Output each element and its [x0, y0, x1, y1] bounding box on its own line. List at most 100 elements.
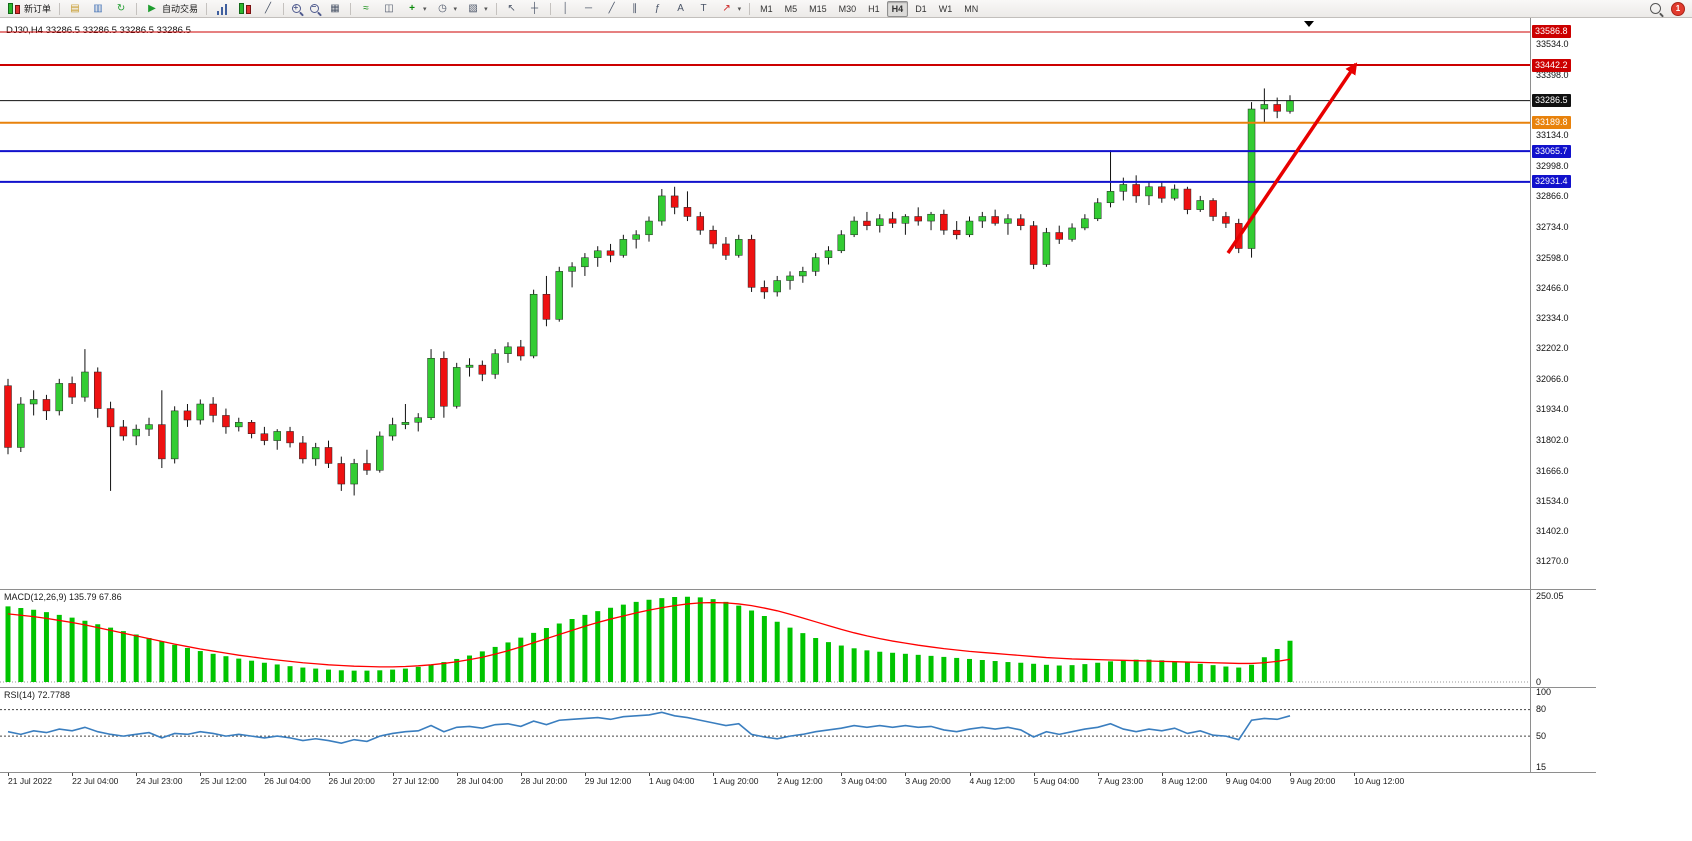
time-tick	[456, 773, 458, 776]
toolbar-separator	[495, 2, 497, 15]
shift-marker	[1304, 21, 1314, 27]
time-label: 3 Aug 20:00	[905, 776, 951, 786]
price-tick-label: 33534.0	[1536, 38, 1569, 49]
toolbar-separator	[136, 2, 138, 15]
market-watch-button[interactable]: ▤	[64, 0, 86, 17]
timeframe-button-h1[interactable]: H1	[868, 3, 880, 14]
chevron-down-icon: ▾	[453, 5, 458, 13]
cursor-button[interactable]: ↖	[501, 0, 523, 17]
refresh-button[interactable]: ↻	[110, 0, 132, 17]
indicator-windows-button[interactable]: ◫	[378, 0, 400, 17]
fibonacci-button[interactable]: ƒ	[647, 0, 669, 17]
line-chart-button[interactable]: ╱	[257, 0, 279, 17]
price-level-badge: 33189.8	[1532, 116, 1571, 130]
templates-icon: ▧	[468, 2, 478, 14]
time-label: 21 Jul 2022	[8, 776, 52, 786]
price-level-badge: 32931.4	[1532, 175, 1571, 189]
cursor-icon: ↖	[507, 2, 516, 14]
rsi-axis-label: 80	[1536, 704, 1547, 715]
time-tick	[392, 773, 394, 776]
vertical-line-button[interactable]: │	[555, 0, 577, 17]
panel-divider[interactable]	[0, 687, 1596, 688]
timeframe-button-w1[interactable]: W1	[938, 3, 953, 14]
indicators-icon: ≈	[363, 2, 369, 14]
notification-badge[interactable]: 1	[1671, 1, 1685, 16]
timeframe-button-d1[interactable]: D1	[915, 3, 927, 14]
price-tick-label: 32598.0	[1536, 252, 1569, 263]
time-label: 1 Aug 04:00	[649, 776, 695, 786]
zoom-in-button[interactable]	[288, 0, 305, 17]
new-order-button[interactable]: 新订单	[3, 0, 55, 17]
time-tick	[1354, 773, 1356, 776]
time-tick	[8, 773, 9, 776]
time-tick	[713, 773, 715, 776]
toolbar-separator	[350, 2, 352, 15]
indicator-windows-icon: ◫	[384, 2, 394, 14]
chevron-down-icon: ▾	[737, 5, 742, 13]
data-window-button[interactable]: ▥	[87, 0, 109, 17]
chevron-down-icon: ▾	[484, 5, 488, 13]
time-tick	[1033, 773, 1035, 776]
crosshair-button[interactable]: ┼	[524, 0, 546, 17]
text-button[interactable]: A	[670, 0, 692, 17]
toolbar-right-group: 1	[1646, 0, 1689, 17]
price-level-badge: 33065.7	[1532, 144, 1571, 158]
time-tick	[584, 773, 586, 776]
price-level-badge: 33442.2	[1532, 58, 1571, 72]
text-label-icon: T	[700, 2, 707, 14]
time-tick	[200, 773, 202, 776]
time-tick	[328, 773, 330, 776]
templates-dropdown[interactable]: ▧ ▾	[462, 0, 492, 17]
time-axis[interactable]: 21 Jul 2022 22 Jul 04:00 24 Jul 23:00 25 Ju…	[0, 773, 1530, 787]
rsi-panel[interactable]	[0, 688, 1530, 772]
market-watch-icon: ▤	[70, 2, 80, 14]
timeframe-button-mn[interactable]: MN	[964, 3, 979, 14]
time-label: 24 Jul 23:00	[136, 776, 183, 786]
indicators-button[interactable]: ≈	[355, 0, 377, 17]
macd-panel[interactable]	[0, 590, 1530, 687]
timeframe-button-m15[interactable]: M15	[809, 3, 827, 14]
price-tick-label: 31270.0	[1536, 556, 1569, 567]
new-order-icon	[7, 2, 21, 15]
price-tick-label: 32998.0	[1536, 161, 1569, 172]
candlestick-chart-button[interactable]	[234, 0, 256, 17]
channel-button[interactable]: ∥	[624, 0, 646, 17]
main-chart[interactable]	[0, 18, 1530, 589]
time-label: 26 Jul 04:00	[264, 776, 311, 786]
time-label: 28 Jul 04:00	[456, 776, 504, 786]
bar-chart-button[interactable]	[211, 0, 233, 17]
periods-dropdown[interactable]: ◷ ▾	[432, 0, 462, 17]
text-label-button[interactable]: T	[693, 0, 715, 17]
trendline-icon: ╱	[608, 2, 615, 14]
timeframe-button-m30[interactable]: M30	[838, 3, 857, 14]
rsi-axis-label: 100	[1536, 686, 1552, 697]
tile-windows-button[interactable]: ▦	[324, 0, 346, 17]
price-tick-label: 32866.0	[1536, 191, 1569, 202]
time-label: 1 Aug 20:00	[713, 776, 759, 786]
horizontal-line-icon: ─	[585, 2, 593, 14]
time-label: 29 Jul 12:00	[584, 776, 632, 786]
price-tick-label: 32334.0	[1536, 312, 1569, 323]
add-indicator-dropdown[interactable]: + ▾	[401, 0, 431, 17]
horizontal-line-button[interactable]: ─	[578, 0, 600, 17]
timeframe-button-m5[interactable]: M5	[784, 3, 798, 14]
price-axis[interactable]: 33534.0 33398.0 33134.0 32998.0 32866.0 32734…	[1531, 0, 1601, 841]
search-button[interactable]	[1646, 0, 1665, 17]
price-tick-label: 31666.0	[1536, 465, 1569, 476]
toolbar-separator	[59, 2, 61, 15]
arrows-dropdown[interactable]: ↗ ▾	[716, 0, 746, 17]
refresh-icon: ↻	[116, 2, 126, 14]
trendline-button[interactable]: ╱	[601, 0, 623, 17]
zoom-out-button[interactable]	[306, 0, 323, 17]
crosshair-icon: ┼	[531, 2, 539, 14]
macd-axis-label: 0	[1536, 676, 1542, 687]
timeframe-button-h4[interactable]: H4	[886, 0, 909, 17]
panel-divider[interactable]	[0, 589, 1596, 590]
tile-windows-icon: ▦	[330, 2, 340, 14]
timeframe-button-m1[interactable]: M1	[760, 3, 773, 14]
auto-trading-label: 自动交易	[162, 4, 199, 14]
auto-trading-button[interactable]: ▶ 自动交易	[141, 0, 202, 17]
toolbar-separator	[206, 2, 208, 15]
macd-axis-label: 250.05	[1536, 590, 1564, 601]
